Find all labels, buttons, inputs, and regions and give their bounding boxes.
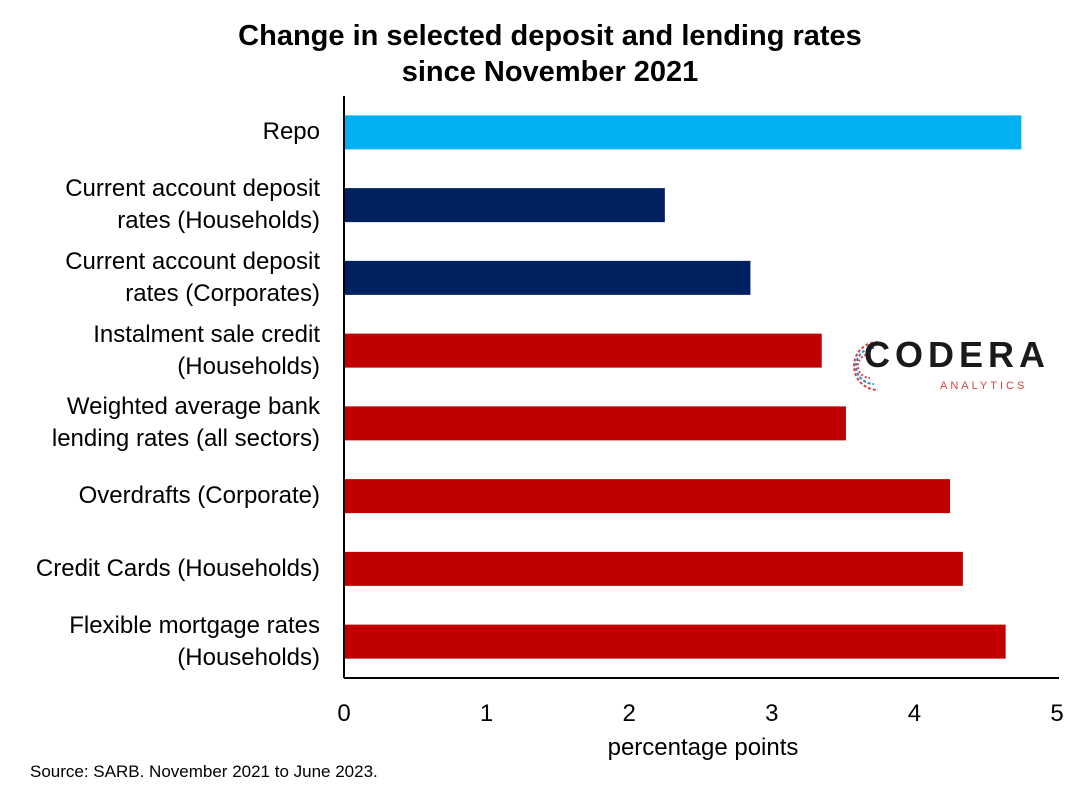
category-label-3: Instalment sale credit (Households) bbox=[0, 319, 320, 383]
category-label-line: rates (Households) bbox=[117, 207, 320, 235]
bar-2 bbox=[344, 260, 751, 295]
bar-5 bbox=[344, 479, 951, 514]
category-label-0: Repo bbox=[0, 116, 320, 148]
bar-3 bbox=[344, 333, 822, 368]
category-label-7: Flexible mortgage rates (Households) bbox=[0, 610, 320, 674]
x-tick-label: 1 bbox=[479, 700, 494, 727]
category-label-line: Weighted average bank bbox=[66, 393, 320, 421]
category-label-line: (Households) bbox=[177, 352, 320, 380]
category-label-line: Current account deposit bbox=[65, 247, 320, 275]
category-label-line: Overdrafts (Corporate) bbox=[78, 482, 320, 510]
x-tick-label: 0 bbox=[337, 700, 351, 727]
bar-1 bbox=[344, 188, 665, 223]
category-label-5: Overdrafts (Corporate) bbox=[0, 480, 320, 512]
category-label-line: Current account deposit bbox=[65, 175, 320, 203]
logo-subtitle: ANALYTICS bbox=[940, 380, 1028, 392]
x-tick-label: 3 bbox=[765, 700, 779, 727]
chart-title: Change in selected deposit and lending r… bbox=[238, 20, 862, 88]
category-label-line: (Households) bbox=[177, 643, 320, 671]
x-tick-label: 5 bbox=[1050, 700, 1064, 727]
logo-mark-icon bbox=[853, 341, 879, 391]
x-tick-label: 4 bbox=[907, 700, 922, 727]
bar-7 bbox=[344, 624, 1006, 659]
codera-logo: CODERA ANALYTICS bbox=[848, 334, 1048, 398]
category-label-line: Repo bbox=[262, 118, 320, 146]
bar-0 bbox=[344, 115, 1022, 150]
x-axis-label: percentage points bbox=[607, 734, 799, 761]
category-label-line: Instalment sale credit bbox=[93, 320, 320, 348]
category-label-line: rates (Corporates) bbox=[125, 279, 320, 307]
category-label-2: Current account deposit rates (Corporates… bbox=[0, 246, 320, 310]
category-label-4: Weighted average bank lending rates (all … bbox=[0, 391, 320, 455]
x-tick-label: 2 bbox=[622, 700, 636, 727]
category-label-6: Credit Cards (Households) bbox=[0, 553, 320, 585]
category-label-1: Current account deposit rates (Households… bbox=[0, 173, 320, 237]
bar-4 bbox=[344, 406, 846, 441]
category-label-line: Credit Cards (Households) bbox=[35, 554, 320, 582]
source-note: Source: SARB. November 2021 to June 2023… bbox=[30, 762, 378, 781]
category-label-line: Flexible mortgage rates bbox=[69, 611, 320, 639]
category-label-line: lending rates (all sectors) bbox=[51, 425, 320, 453]
bar-6 bbox=[344, 551, 963, 586]
logo-name: CODERA bbox=[864, 334, 1051, 375]
